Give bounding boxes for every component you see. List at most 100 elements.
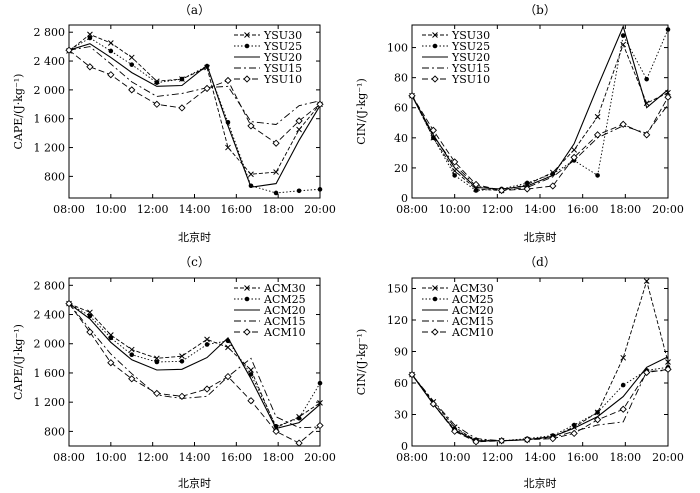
- legend-label: YSU20: [451, 51, 490, 64]
- x-tick-label: 16:00: [567, 203, 599, 216]
- legend-marker: [244, 43, 250, 49]
- data-point-YSU10: [65, 46, 73, 54]
- data-point-ACM10: [86, 328, 94, 336]
- legend-label: YSU30: [263, 29, 302, 42]
- y-axis-title: CAPE/(J·kg⁻¹): [12, 74, 25, 150]
- y-tick-label: 1 600: [34, 113, 66, 126]
- legend-label: YSU15: [451, 62, 490, 75]
- panel-d: （d） 08:00 10:00 12:00 14:00 16:00 18:00 20:00 0 3…: [355, 255, 684, 490]
- data-point-YSU30: [225, 144, 231, 151]
- x-tick-label: 12:00: [481, 451, 513, 464]
- x-tick-label: 10:00: [95, 451, 127, 464]
- data-point-YSU25: [665, 27, 671, 32]
- data-point-ACM30: [204, 336, 210, 343]
- data-point-YSU30: [248, 171, 254, 178]
- series-line-ACM10: [411, 368, 669, 443]
- data-point-ACM25: [595, 410, 600, 415]
- x-tick-label: 16:00: [220, 451, 252, 464]
- legend-label: YSU10: [263, 73, 302, 86]
- data-point-ACM10: [429, 400, 437, 408]
- series-line-YSU20: [411, 24, 669, 190]
- series-line-YSU30: [68, 33, 321, 175]
- data-point-ACM10: [107, 359, 115, 367]
- legend-marker: [431, 328, 439, 336]
- data-point-ACM10: [295, 439, 303, 447]
- x-tick-label: 12:00: [137, 203, 169, 216]
- data-point-YSU25: [108, 48, 114, 54]
- data-point-YSU10: [178, 104, 186, 112]
- data-point-YSU10: [408, 92, 416, 100]
- data-point-YSU25: [452, 173, 457, 178]
- series-line-ACM20: [411, 356, 669, 442]
- data-point-YSU30: [594, 113, 601, 120]
- data-point-YSU10: [272, 139, 280, 147]
- data-point-YSU10: [295, 117, 303, 125]
- x-tick-label: 18:00: [609, 203, 641, 216]
- y-tick-label: 2 800: [34, 26, 66, 39]
- panel-title: （a）: [179, 3, 210, 17]
- data-point-ACM10: [65, 299, 73, 308]
- legend-marker: [244, 285, 250, 291]
- data-point-YSU30: [273, 169, 279, 175]
- x-tick-label: 12:00: [137, 451, 169, 464]
- x-tick-label: 20:00: [652, 203, 684, 216]
- legend-label: ACM25: [451, 293, 494, 306]
- legend-label: YSU25: [263, 40, 302, 53]
- plot-frame: [411, 24, 669, 199]
- data-point-ACM10: [203, 385, 211, 393]
- data-point-YSU30: [296, 126, 302, 133]
- data-point-ACM10: [664, 365, 672, 373]
- data-point-ACM25: [317, 380, 323, 386]
- legend-marker: [432, 43, 438, 49]
- data-point-ACM25: [204, 342, 210, 347]
- series-line-ACM30: [411, 279, 669, 442]
- legend-label: ACM20: [263, 304, 306, 317]
- data-point-YSU10: [549, 182, 557, 190]
- series-line-YSU10: [68, 49, 321, 144]
- data-point-YSU25: [317, 187, 323, 192]
- legend-marker: [431, 75, 439, 83]
- y-tick-label: 20: [394, 162, 408, 175]
- data-point-YSU25: [129, 62, 135, 67]
- data-point-YSU25: [644, 76, 649, 82]
- x-tick-label: 08:00: [396, 451, 428, 464]
- x-tick-label: 08:00: [53, 451, 85, 464]
- data-point-ACM10: [247, 397, 255, 405]
- y-tick-label: 2 000: [34, 84, 66, 97]
- panel-title: （b）: [524, 3, 556, 17]
- data-point-YSU25: [473, 188, 479, 193]
- data-point-ACM25: [154, 359, 160, 365]
- y-tick-label: 30: [394, 409, 408, 422]
- data-point-YSU10: [497, 186, 506, 195]
- data-point-YSU10: [570, 153, 578, 162]
- data-point-YSU10: [107, 71, 115, 79]
- legend-label: ACM15: [451, 315, 494, 328]
- data-point-ACM10: [593, 416, 602, 424]
- legend-marker: [243, 328, 251, 336]
- x-tick-label: 16:00: [220, 203, 252, 216]
- series-line-ACM10: [68, 303, 321, 444]
- x-tick-label: 18:00: [609, 451, 641, 464]
- series-line-YSU20: [68, 43, 321, 188]
- legend-label: YSU25: [451, 40, 490, 53]
- legend-label: YSU30: [451, 29, 490, 42]
- x-tick-label: 20:00: [304, 203, 336, 216]
- data-point-ACM25: [248, 372, 254, 377]
- data-point-YSU30: [128, 54, 135, 61]
- panel-title: （c）: [179, 255, 210, 269]
- y-tick-label: 1 600: [34, 367, 66, 380]
- data-point-ACM25: [108, 335, 114, 341]
- x-tick-label: 20:00: [304, 451, 336, 464]
- x-tick-label: 20:00: [652, 451, 684, 464]
- data-point-ACM10: [619, 405, 627, 413]
- series-line-YSU25: [411, 29, 669, 191]
- panel-title: （d）: [524, 255, 556, 269]
- y-tick-label: 1 200: [34, 142, 66, 155]
- y-tick-label: 0: [401, 440, 408, 453]
- data-point-YSU25: [179, 76, 185, 82]
- data-point-YSU10: [451, 158, 459, 166]
- y-tick-label: 120: [387, 314, 408, 327]
- data-point-YSU30: [571, 147, 577, 153]
- data-point-YSU10: [472, 180, 480, 189]
- data-point-ACM10: [178, 392, 186, 400]
